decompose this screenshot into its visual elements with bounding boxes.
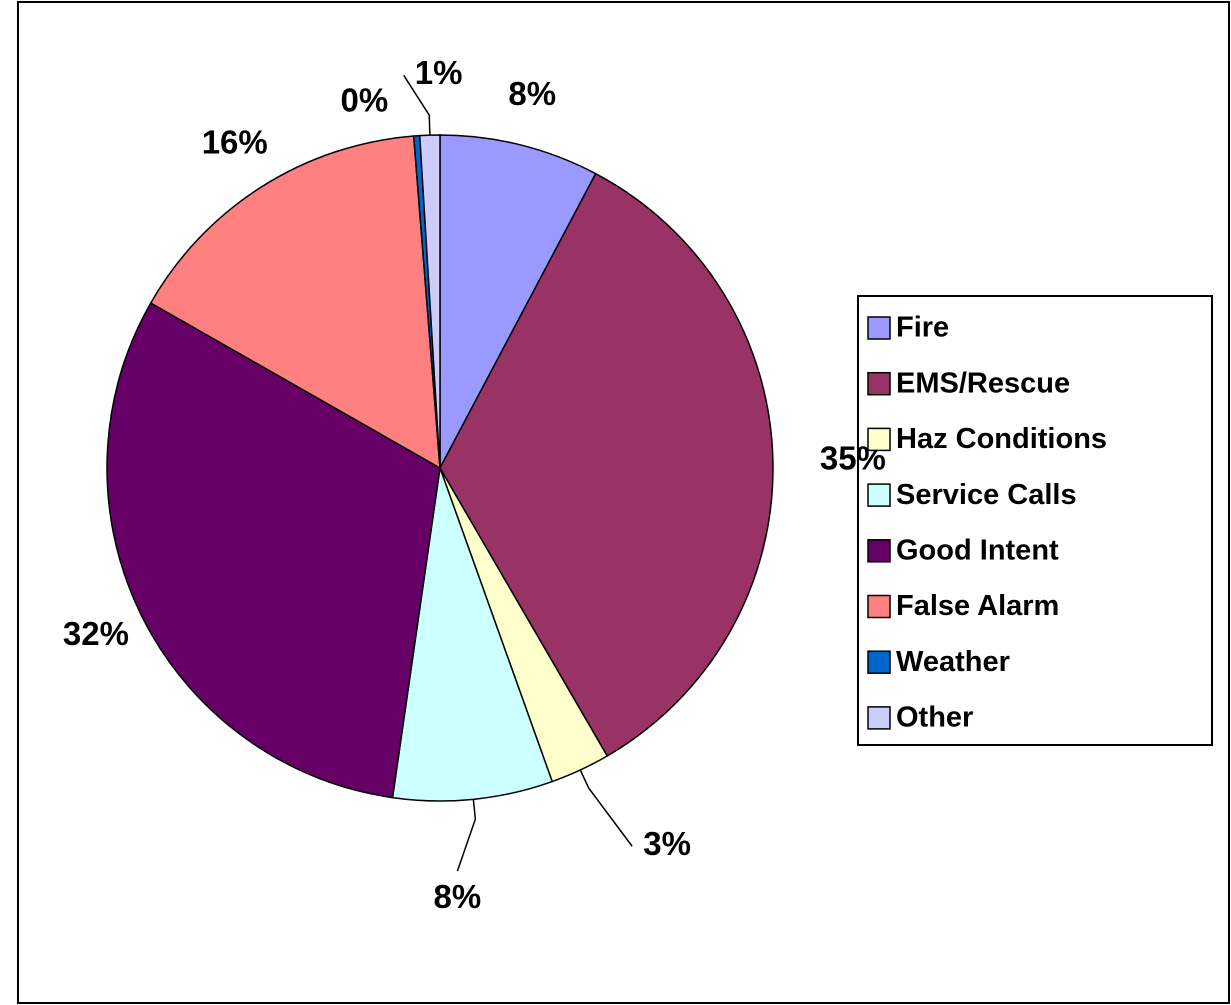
leader-line	[456, 799, 477, 872]
data-label: 0%	[341, 81, 389, 118]
legend-swatch	[867, 650, 891, 674]
pie-slice	[106, 301, 441, 799]
legend-label: Good Intent	[896, 534, 1059, 566]
legend-label: Haz Conditions	[896, 423, 1107, 455]
data-label: 3%	[643, 825, 691, 862]
legend-label: Other	[896, 702, 973, 734]
pie-slice	[391, 467, 554, 802]
legend-swatch	[867, 427, 891, 452]
legend-swatch	[867, 483, 891, 507]
data-label: 8%	[434, 878, 482, 915]
legend-label: Fire	[896, 312, 949, 344]
legend-label: Service Calls	[896, 479, 1077, 511]
legend-swatch	[867, 706, 891, 730]
data-label: 1%	[415, 54, 463, 91]
legend-swatch	[867, 371, 891, 396]
data-label: 16%	[202, 123, 268, 160]
legend-box	[857, 295, 1213, 746]
legend-swatch	[867, 539, 891, 563]
legend-swatch	[867, 594, 891, 619]
leader-line	[403, 74, 431, 136]
legend-label: Weather	[896, 646, 1010, 678]
legend-swatch	[867, 316, 891, 340]
legend-label: False Alarm	[896, 590, 1059, 622]
pie-slice	[149, 135, 441, 470]
data-label: 8%	[508, 75, 556, 112]
data-label: 32%	[63, 615, 129, 652]
leader-line	[579, 769, 633, 847]
legend-label: EMS/Rescue	[896, 367, 1070, 399]
pie-slice	[418, 134, 441, 469]
pie-slice	[439, 134, 597, 469]
